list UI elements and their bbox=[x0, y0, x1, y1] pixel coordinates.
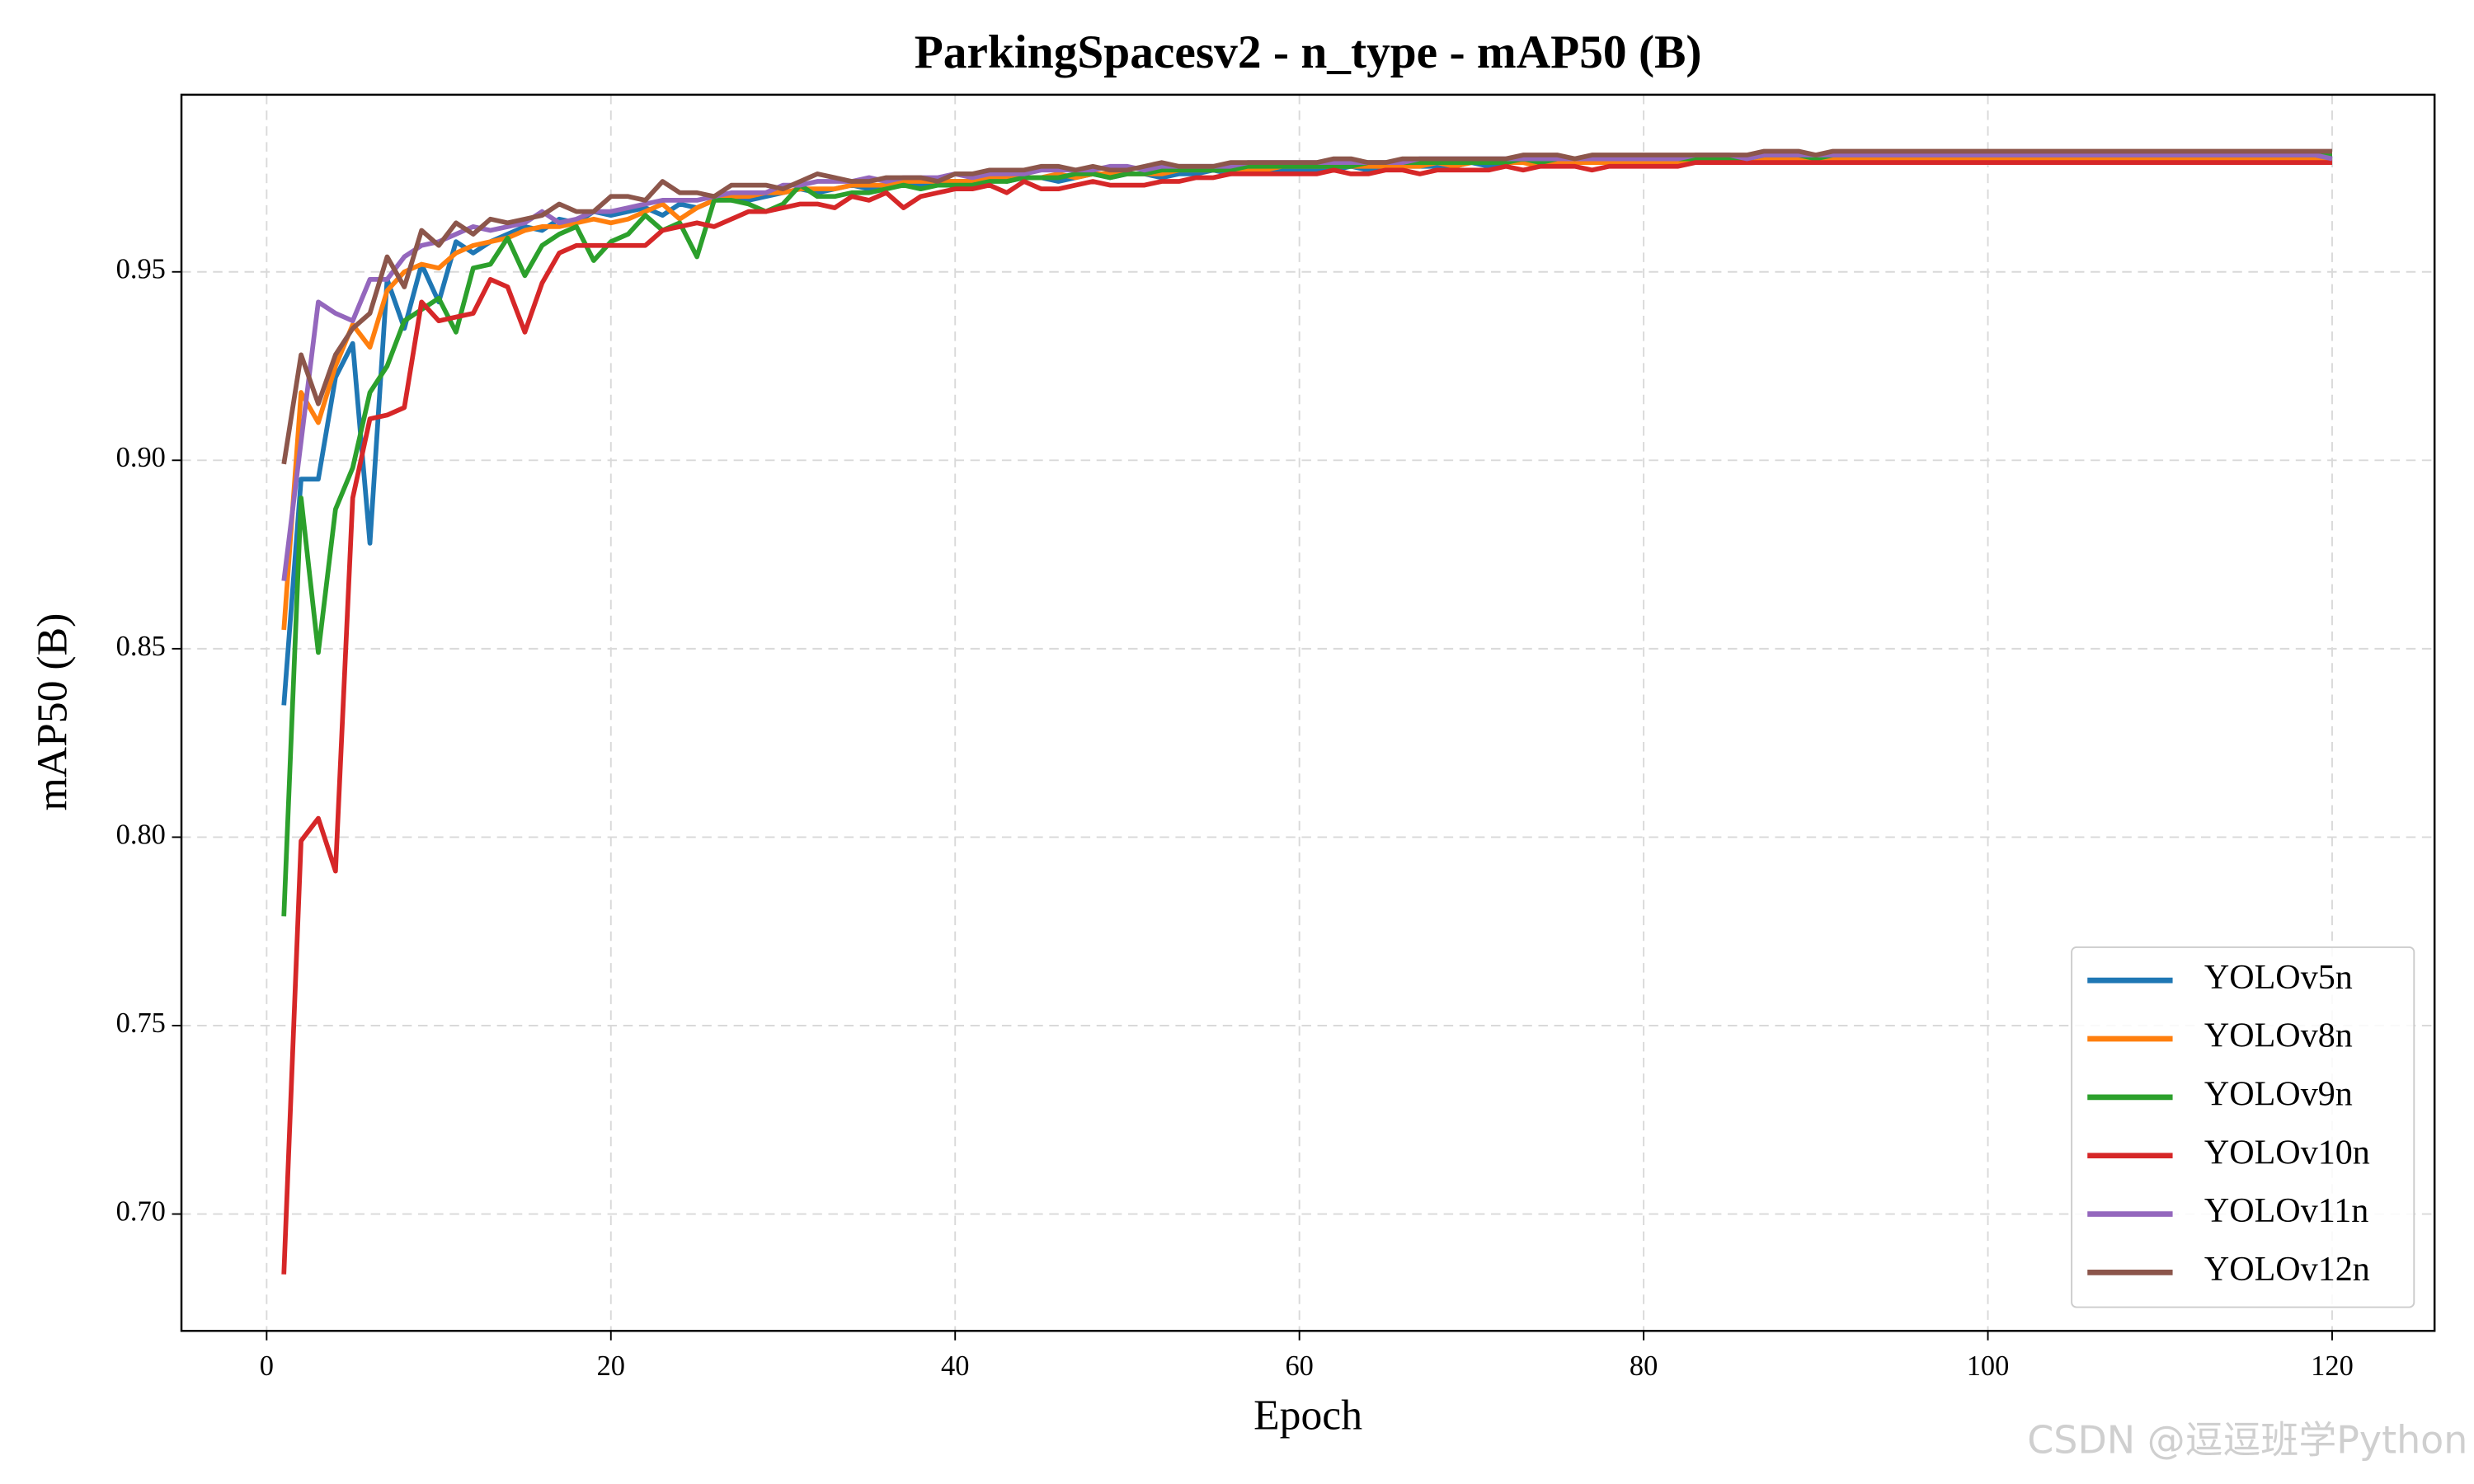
legend-label: YOLOv11n bbox=[2204, 1191, 2368, 1230]
plot-lines bbox=[281, 148, 2333, 1275]
x-tick-label: 120 bbox=[2311, 1350, 2354, 1382]
legend-label: YOLOv8n bbox=[2204, 1017, 2353, 1055]
chart-title: ParkingSpacesv2 - n_type - mAP50 (B) bbox=[915, 26, 1702, 78]
y-tick-label: 0.90 bbox=[116, 442, 166, 473]
legend-label: YOLOv9n bbox=[2204, 1074, 2353, 1113]
x-tick-label: 60 bbox=[1285, 1350, 1313, 1382]
legend-label: YOLOv10n bbox=[2204, 1133, 2370, 1172]
x-axis-label: Epoch bbox=[1253, 1392, 1362, 1439]
x-tick-label: 80 bbox=[1630, 1350, 1658, 1382]
y-axis-label: mAP50 (B) bbox=[30, 613, 77, 811]
legend-label: YOLOv5n bbox=[2204, 958, 2353, 997]
y-tick-label: 0.75 bbox=[116, 1007, 166, 1039]
series-line bbox=[281, 148, 2332, 465]
x-tick-label: 40 bbox=[941, 1350, 969, 1382]
y-tick-label: 0.95 bbox=[116, 254, 166, 285]
watermark: CSDN @逗逗班学Python bbox=[2027, 1418, 2467, 1463]
plot-frame bbox=[180, 93, 2436, 1332]
x-tick-label: 100 bbox=[1967, 1350, 2010, 1382]
series-line bbox=[281, 160, 2332, 1275]
y-tick-label: 0.80 bbox=[116, 819, 166, 850]
y-tick-label: 0.70 bbox=[116, 1195, 166, 1227]
legend-label: YOLOv12n bbox=[2204, 1250, 2370, 1289]
x-tick-label: 20 bbox=[597, 1350, 625, 1382]
y-tick-label: 0.85 bbox=[116, 631, 166, 662]
x-tick-label: 0 bbox=[260, 1350, 274, 1382]
